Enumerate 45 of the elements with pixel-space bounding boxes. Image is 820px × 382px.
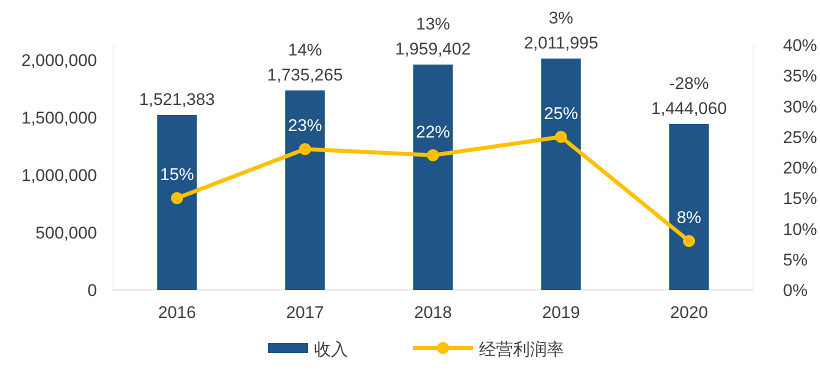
y2-tick-label: 35% xyxy=(783,66,818,86)
data-label: 15% xyxy=(160,165,194,184)
y-tick-label: 2,000,000 xyxy=(21,50,97,70)
bar xyxy=(285,90,325,290)
bar xyxy=(157,115,197,290)
annotation: 14% xyxy=(288,40,322,60)
legend-label: 经营利润率 xyxy=(479,340,564,359)
point xyxy=(171,192,183,204)
y2-tick-label: 15% xyxy=(783,189,818,208)
annotation: -28% xyxy=(669,74,709,93)
annotation: 13% xyxy=(416,14,450,34)
y2-tick-label: 0% xyxy=(783,281,808,300)
y-tick-label: 500,000 xyxy=(36,223,97,242)
y2-tick-label: 30% xyxy=(783,97,818,116)
data-label: 23% xyxy=(288,116,322,136)
bar xyxy=(541,58,581,290)
x-tick-label: 2018 xyxy=(414,303,452,322)
y2-tick-label: 20% xyxy=(783,158,818,178)
x-tick-label: 2020 xyxy=(670,303,708,322)
x-tick-label: 2016 xyxy=(158,303,196,322)
annotation: 3% xyxy=(548,8,574,28)
x-tick-label: 2017 xyxy=(286,303,324,322)
point xyxy=(427,149,439,162)
legend-label: 收入 xyxy=(314,340,348,359)
y2-tick-label: 40% xyxy=(783,36,818,55)
y2-tick-label: 5% xyxy=(783,250,808,270)
data-label: 8% xyxy=(676,208,702,227)
point xyxy=(683,235,695,247)
data-label: 22% xyxy=(416,122,450,142)
data-label: 25% xyxy=(544,104,578,123)
data-label: 1,959,402 xyxy=(395,40,471,59)
x-tick-label: 2019 xyxy=(542,303,580,322)
bar xyxy=(669,124,709,290)
point xyxy=(299,143,311,156)
y-tick-label: 0 xyxy=(88,281,97,300)
data-label: 1,444,060 xyxy=(651,98,727,118)
y-tick-label: 1,500,000 xyxy=(21,108,97,128)
bar xyxy=(413,64,453,290)
data-label: 1,521,383 xyxy=(139,90,215,110)
data-label: 2,011,995 xyxy=(524,34,598,53)
data-label: 1,735,265 xyxy=(267,65,343,84)
y-tick-label: 1,000,000 xyxy=(21,166,97,185)
y2-tick-label: 25% xyxy=(783,128,818,147)
point xyxy=(555,130,567,143)
y2-tick-label: 10% xyxy=(783,220,818,239)
